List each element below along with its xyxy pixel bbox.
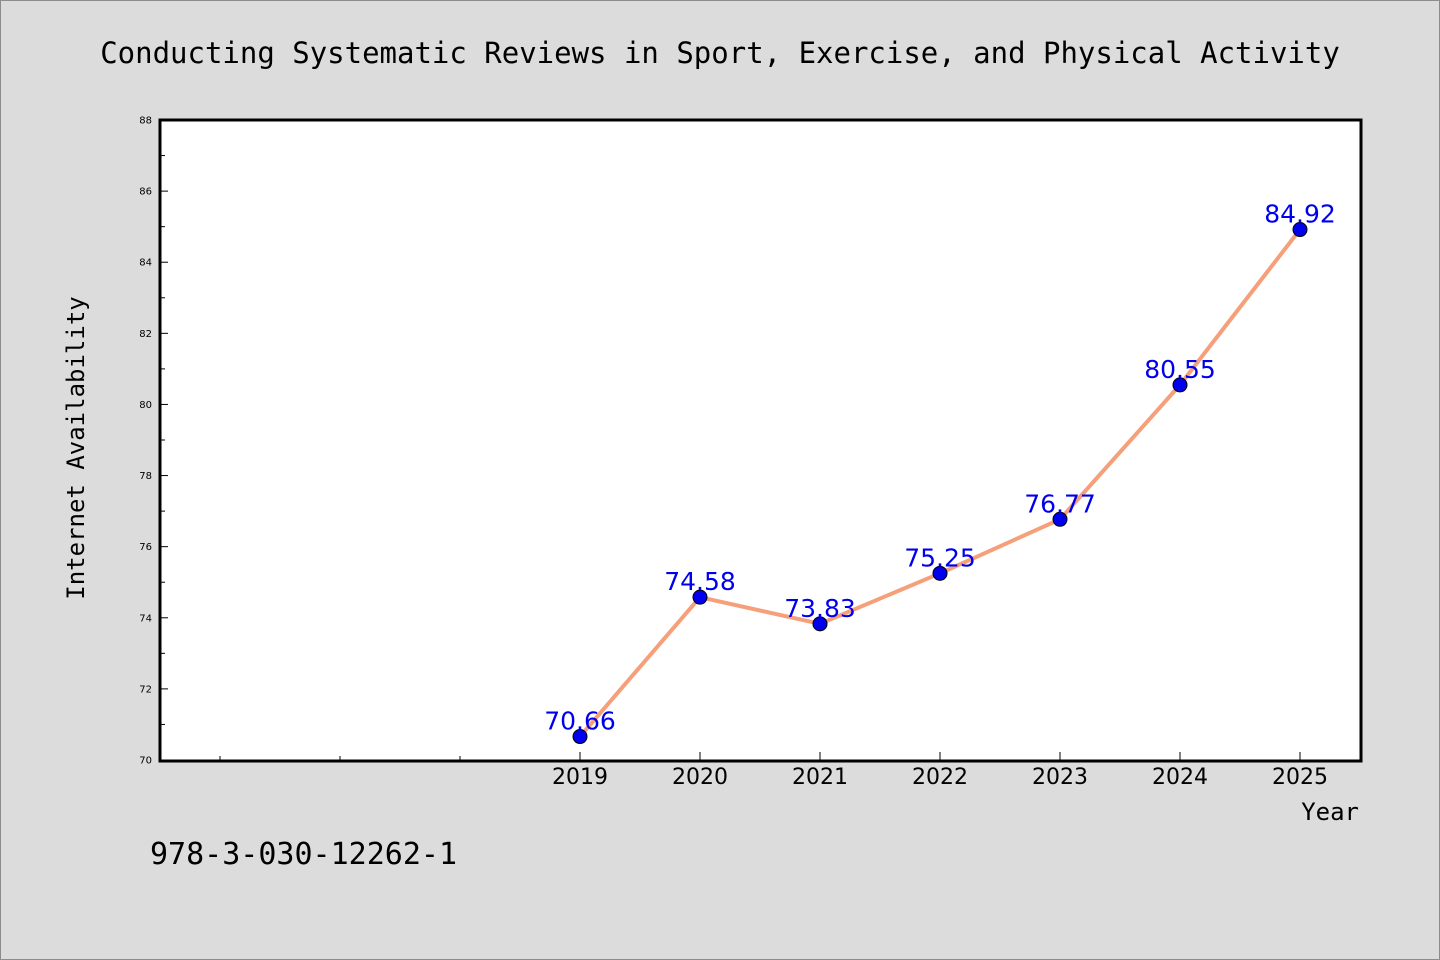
data-label: 75.25 xyxy=(904,543,976,572)
data-point xyxy=(1292,222,1308,238)
data-label: 73.83 xyxy=(784,594,856,623)
data-point xyxy=(1172,377,1188,393)
data-point xyxy=(812,616,828,632)
data-label: 84.92 xyxy=(1264,200,1336,229)
data-point xyxy=(932,565,948,581)
x-axis-label: Year xyxy=(1301,798,1359,826)
data-label: 74.58 xyxy=(664,567,736,596)
y-tick-label: 86 xyxy=(139,187,152,198)
y-tick-label: 88 xyxy=(139,116,152,127)
y-tick-label: 80 xyxy=(139,400,152,411)
x-tick-label: 2025 xyxy=(1272,765,1328,790)
axis-ticks: 70 72 74 76 78 80 82 84 86 88 2019 2020 2021 2022 2023… xyxy=(139,116,1328,791)
chart-title: Conducting Systematic Reviews in Sport, … xyxy=(100,36,1340,70)
data-label: 70.66 xyxy=(544,707,616,736)
y-axis-label: Internet Availability xyxy=(62,296,90,599)
y-tick-label: 84 xyxy=(139,258,152,269)
data-label: 76.77 xyxy=(1024,489,1096,518)
x-tick-label: 2023 xyxy=(1032,765,1088,790)
data-label: 80.55 xyxy=(1144,355,1216,384)
plot-border xyxy=(158,118,1363,763)
y-tick-label: 72 xyxy=(139,684,152,695)
x-tick-label: 2020 xyxy=(672,765,728,790)
footnote-isbn: 978-3-030-12262-1 xyxy=(150,837,457,872)
y-tick-label: 78 xyxy=(139,471,152,482)
y-tick-label: 74 xyxy=(139,613,152,624)
y-tick-label: 76 xyxy=(139,542,152,553)
data-point xyxy=(1052,511,1068,527)
data-point xyxy=(572,729,588,745)
y-tick-label: 70 xyxy=(139,756,152,767)
series: 70.66 74.58 73.83 75.25 76.77 80.55 84.92 xyxy=(544,200,1336,745)
x-tick-label: 2022 xyxy=(912,765,968,790)
x-tick-label: 2019 xyxy=(552,765,608,790)
x-tick-label: 2024 xyxy=(1152,765,1208,790)
plot-area xyxy=(160,120,1361,761)
data-point xyxy=(692,589,708,605)
x-tick-label: 2021 xyxy=(792,765,848,790)
y-tick-label: 82 xyxy=(139,329,152,340)
